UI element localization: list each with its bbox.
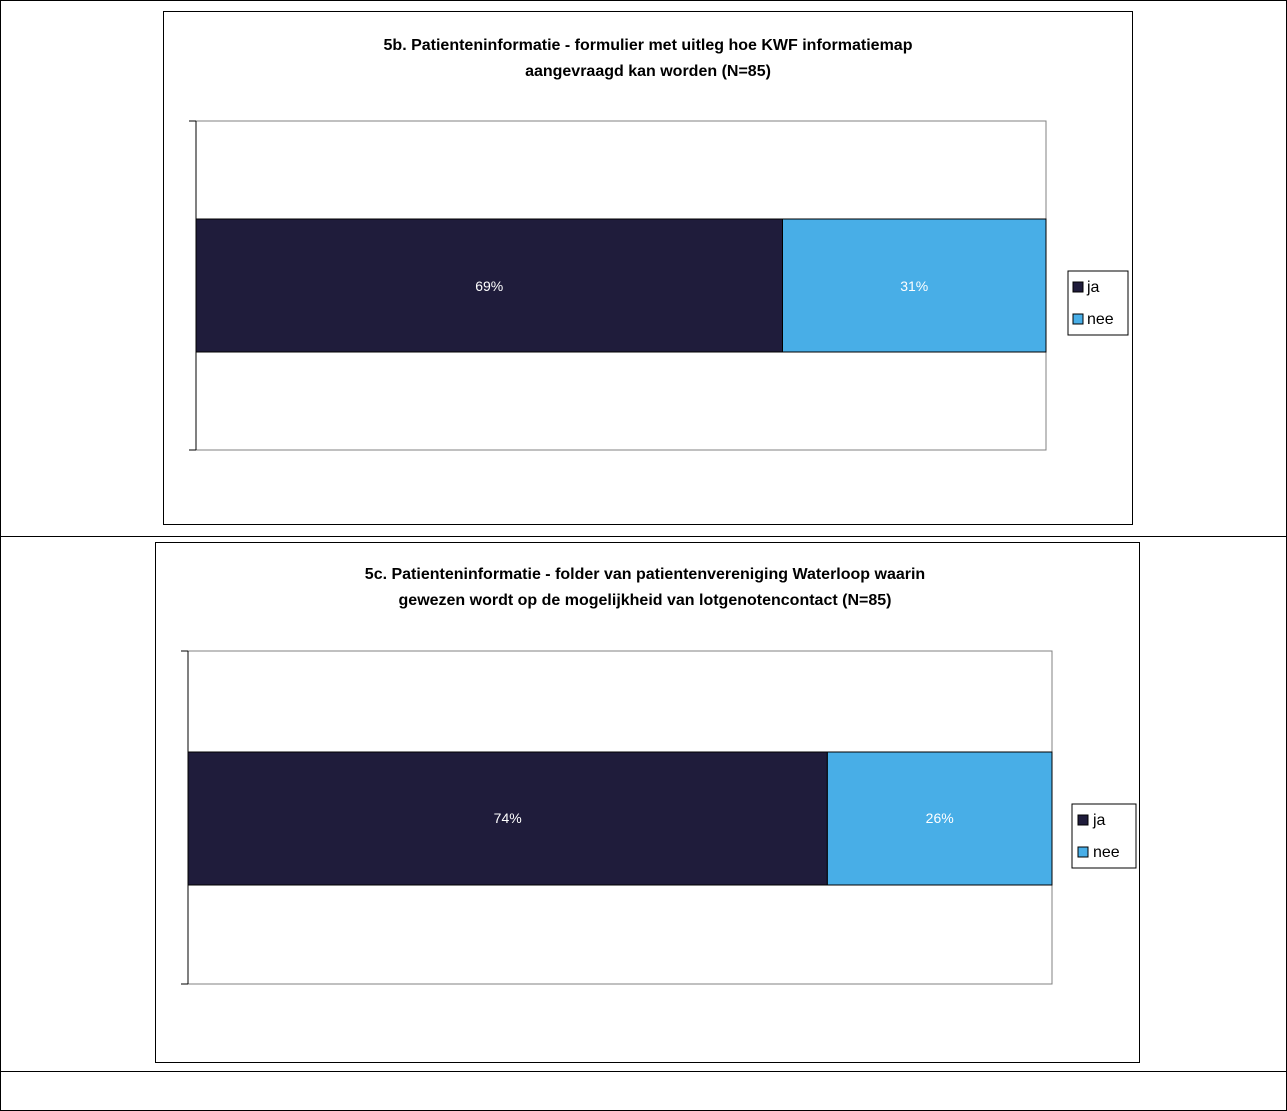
legend-swatch-nee	[1077, 846, 1089, 858]
bar-label-ja: 69%	[475, 278, 503, 294]
bar-label-nee: 31%	[900, 278, 928, 294]
chart-title-line-1: 5c. Patienteninformatie - folder van pat…	[365, 566, 925, 583]
chart-5b: 5b. Patienteninformatie - formulier met …	[163, 11, 1133, 525]
chart-title-line-2: aangevraagd kan worden (N=85)	[525, 63, 771, 80]
bar-nee	[782, 218, 1047, 353]
bar-ja	[195, 218, 783, 353]
bar-label-nee: 26%	[926, 810, 954, 826]
legend-swatch-ja	[1077, 814, 1089, 826]
chart-title-line-2: gewezen wordt op de mogelijkheid van lot…	[399, 592, 892, 609]
chart-5c: 5c. Patienteninformatie - folder van pat…	[155, 542, 1140, 1063]
legend-label-ja: ja	[1086, 279, 1100, 296]
legend-label-nee: nee	[1093, 844, 1120, 861]
legend-label-ja: ja	[1092, 812, 1106, 829]
legend-label-nee: nee	[1087, 311, 1114, 328]
bar-label-ja: 74%	[494, 810, 522, 826]
bar-ja	[187, 751, 828, 886]
table-cell-bottom	[0, 1071, 1287, 1111]
legend-swatch-nee	[1072, 313, 1084, 325]
bar-nee	[826, 751, 1053, 886]
chart-title-line-1: 5b. Patienteninformatie - formulier met …	[384, 37, 913, 54]
legend-swatch-ja	[1072, 281, 1084, 293]
